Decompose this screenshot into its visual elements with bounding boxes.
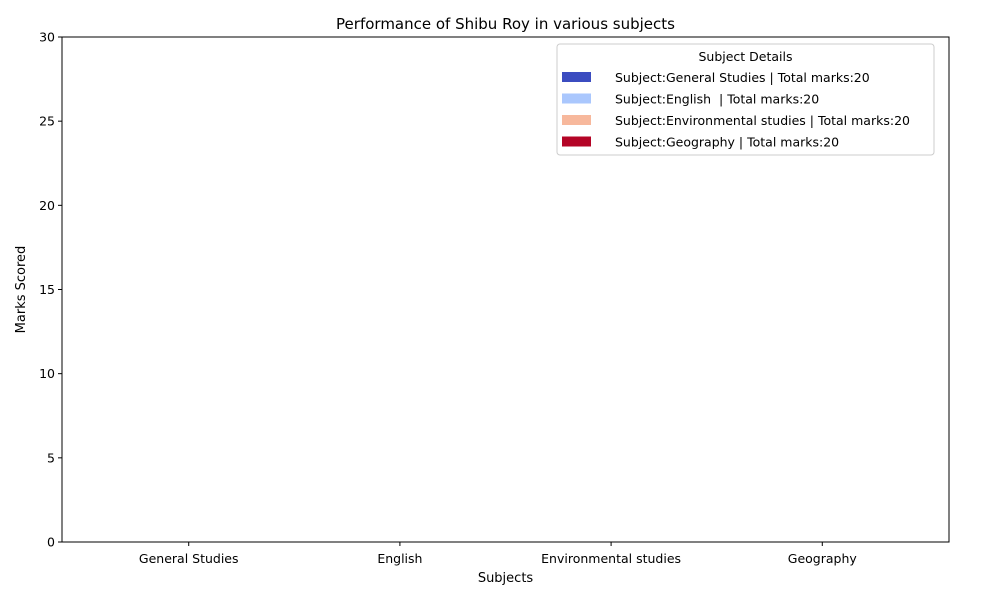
y-tick-label: 10 [39,366,55,381]
legend-title: Subject Details [698,49,792,64]
legend-label: Subject:Environmental studies | Total ma… [615,113,910,128]
x-tick-label: General Studies [139,551,239,566]
legend-label: Subject:General Studies | Total marks:20 [615,70,870,85]
legend-swatch [562,136,591,147]
legend-entries: Subject:General Studies | Total marks:20… [562,70,910,150]
x-tick-label: English [377,551,422,566]
x-tick-label: Geography [788,551,858,566]
legend: Subject Details Subject:General Studies … [556,43,935,156]
y-tick-label: 30 [39,30,55,45]
y-tick-label: 0 [47,535,55,550]
chart-title: Performance of Shibu Roy in various subj… [336,15,675,33]
legend-swatch [562,93,591,104]
legend-box [556,43,935,156]
legend-swatch [562,115,591,125]
legend-label: Subject:Geography | Total marks:20 [615,135,839,150]
y-axis: 0 5 10 15 20 25 30 [39,30,62,550]
y-tick-label: 15 [39,282,55,297]
y-tick-label: 20 [39,198,55,213]
y-axis-label: Marks Scored [14,246,29,334]
x-tick-label: Environmental studies [541,551,681,566]
x-axis: General Studies English Environmental stud… [139,542,857,566]
legend-swatch [562,72,591,82]
legend-label: Subject:English | Total marks:20 [615,92,819,107]
y-tick-label: 25 [39,114,55,129]
x-axis-label: Subjects [478,571,534,586]
y-tick-label: 5 [47,450,55,465]
